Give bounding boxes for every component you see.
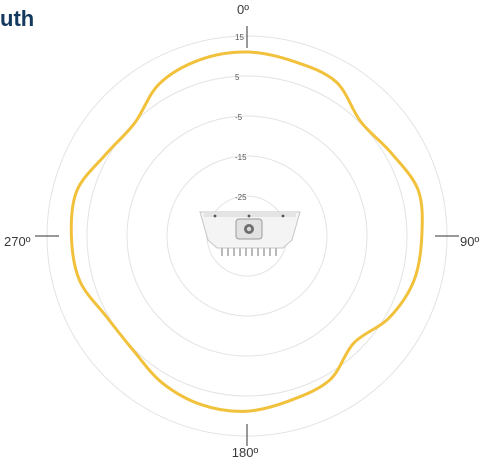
radial-tick-label: 5 xyxy=(235,73,240,82)
angle-label-90: 90º xyxy=(460,234,480,249)
grid-ring-3 xyxy=(166,155,328,317)
chart-title: uth xyxy=(0,6,35,31)
radial-tick-label: -25 xyxy=(235,193,247,202)
angle-label-180: 180º xyxy=(231,445,259,460)
radial-tick-label: -5 xyxy=(235,113,243,122)
grid-ring-1 xyxy=(86,75,408,397)
axis-marker-layer xyxy=(35,26,459,446)
radial-tick-layer: 15 5 -5 -15 -25 xyxy=(235,33,247,202)
access-point-device-icon xyxy=(199,211,301,256)
radiation-pattern-line xyxy=(69,50,424,413)
angle-label-0: 0º xyxy=(237,2,249,17)
grid-ring-2 xyxy=(126,115,368,357)
angle-label-270: 270º xyxy=(4,234,31,249)
radial-tick-label: 15 xyxy=(235,33,244,42)
radial-tick-label: -15 xyxy=(235,153,247,162)
